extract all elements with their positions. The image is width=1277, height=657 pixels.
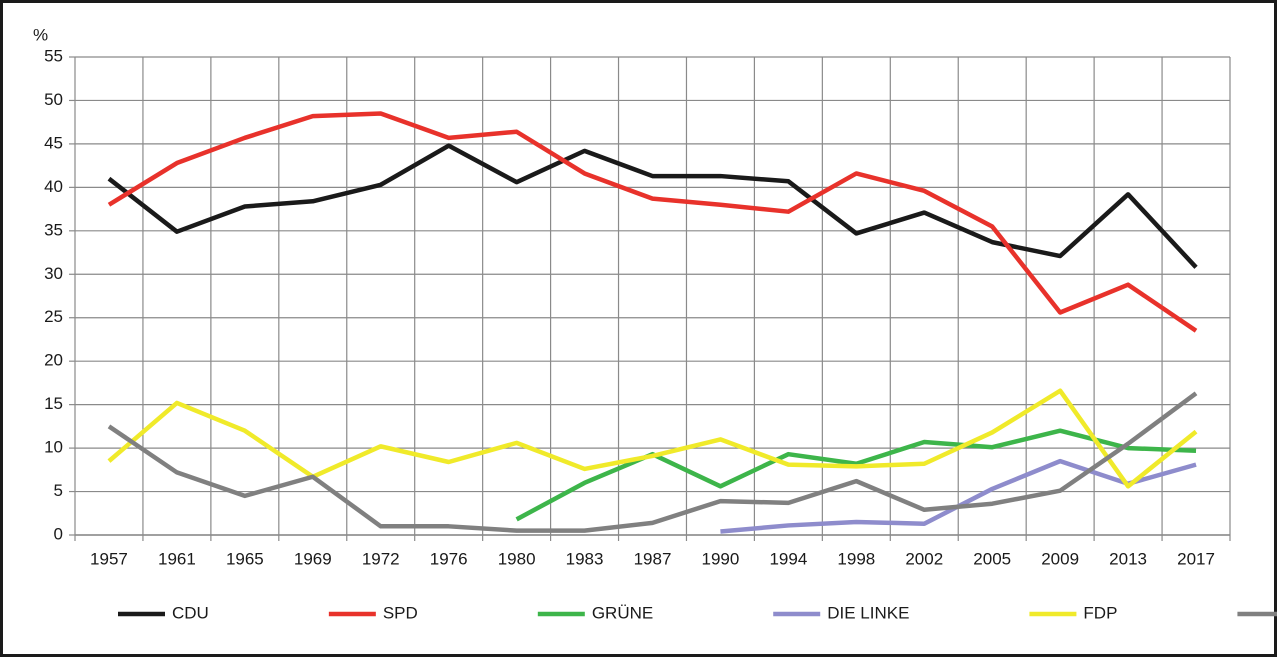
x-tick-label: 1994 bbox=[769, 549, 807, 568]
y-tick-label: 10 bbox=[44, 438, 63, 457]
y-tick-label: 20 bbox=[44, 351, 63, 370]
x-tick-label: 2005 bbox=[973, 549, 1011, 568]
x-tick-label: 1969 bbox=[294, 549, 332, 568]
series-line bbox=[107, 143, 1198, 269]
y-tick-label: 0 bbox=[54, 524, 63, 543]
x-tick-label: 1980 bbox=[498, 549, 536, 568]
legend-label: GRÜNE bbox=[592, 603, 653, 622]
y-tick-label: 40 bbox=[44, 177, 63, 196]
y-tick-label: 50 bbox=[44, 90, 63, 109]
x-tick-label: 1972 bbox=[362, 549, 400, 568]
series-line bbox=[107, 388, 1198, 489]
x-tick-label: 2002 bbox=[905, 549, 943, 568]
y-tick-label: 30 bbox=[44, 264, 63, 283]
series-line bbox=[107, 111, 1198, 333]
y-tick-label: 45 bbox=[44, 133, 63, 152]
y-tick-label: 55 bbox=[44, 46, 63, 65]
legend-label: DIE LINKE bbox=[827, 603, 909, 622]
x-tick-label: 1990 bbox=[702, 549, 740, 568]
y-tick-label: 35 bbox=[44, 220, 63, 239]
x-tick-label: 2013 bbox=[1109, 549, 1147, 568]
y-axis-label: % bbox=[33, 25, 48, 44]
x-tick-label: 2017 bbox=[1177, 549, 1215, 568]
y-tick-label: 5 bbox=[54, 481, 63, 500]
x-tick-label: 2009 bbox=[1041, 549, 1079, 568]
y-tick-label: 25 bbox=[44, 307, 63, 326]
legend-label: CDU bbox=[172, 603, 209, 622]
series-line bbox=[107, 391, 1198, 533]
series-line bbox=[515, 428, 1197, 522]
x-tick-label: 1957 bbox=[90, 549, 128, 568]
x-tick-label: 1976 bbox=[430, 549, 468, 568]
legend-label: SPD bbox=[383, 603, 418, 622]
x-tick-label: 1961 bbox=[158, 549, 196, 568]
legend-label: FDP bbox=[1083, 603, 1117, 622]
y-tick-label: 15 bbox=[44, 394, 63, 413]
x-tick-label: 1987 bbox=[634, 549, 672, 568]
x-tick-label: 1983 bbox=[566, 549, 604, 568]
x-tick-label: 1965 bbox=[226, 549, 264, 568]
x-tick-label: 1998 bbox=[837, 549, 875, 568]
